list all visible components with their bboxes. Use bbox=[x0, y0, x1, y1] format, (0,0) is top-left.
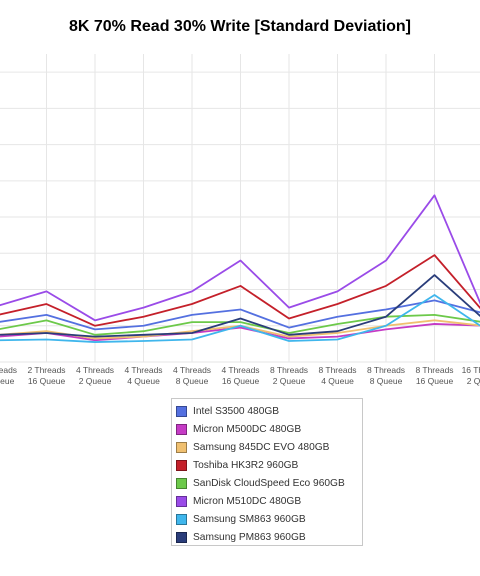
x-tick-label: 4 Threads bbox=[173, 365, 211, 375]
chart-legend: Intel S3500 480GB Micron M500DC 480GB Sams… bbox=[171, 398, 363, 546]
x-tick-label: 4 Queue bbox=[127, 376, 160, 386]
x-tick-label: 8 Threads bbox=[270, 365, 308, 375]
legend-label: Micron M510DC 480GB bbox=[193, 495, 302, 507]
legend-item[interactable]: Toshiba HK3R2 960GB bbox=[176, 456, 362, 474]
x-tick-label: 2 Queue bbox=[273, 376, 306, 386]
x-tick-label: 8 Queue bbox=[0, 376, 15, 386]
chart-title: 8K 70% Read 30% Write [Standard Deviatio… bbox=[68, 18, 412, 35]
x-tick-label: 2 Queue bbox=[79, 376, 112, 386]
legend-label: SanDisk CloudSpeed Eco 960GB bbox=[193, 477, 345, 489]
legend-label: Micron M500DC 480GB bbox=[193, 423, 302, 435]
series-line bbox=[0, 294, 480, 343]
legend-label: Toshiba HK3R2 960GB bbox=[193, 459, 299, 471]
x-tick-label: 8 Threads bbox=[415, 365, 453, 375]
x-tick-label: 16 Threads bbox=[462, 365, 480, 375]
series-line bbox=[0, 194, 480, 322]
legend-swatch bbox=[176, 423, 187, 435]
series-line bbox=[0, 274, 480, 338]
series-line bbox=[0, 254, 480, 327]
legend-item[interactable]: Micron M510DC 480GB bbox=[176, 492, 362, 510]
series-line bbox=[0, 323, 480, 342]
legend-item[interactable]: Samsung 845DC EVO 480GB bbox=[176, 438, 362, 456]
x-tick-label: 2 Threads bbox=[27, 365, 65, 375]
legend-swatch bbox=[176, 459, 187, 471]
legend-label: Intel S3500 480GB bbox=[193, 405, 280, 417]
series-line bbox=[0, 299, 480, 331]
x-tick-label: 16 Queue bbox=[28, 376, 66, 386]
legend-item[interactable]: Samsung PM863 960GB bbox=[176, 528, 362, 546]
legend-swatch bbox=[176, 405, 187, 417]
x-tick-label: 2 Threads bbox=[0, 365, 17, 375]
legend-item[interactable]: Intel S3500 480GB bbox=[176, 402, 362, 420]
legend-label: Samsung 845DC EVO 480GB bbox=[193, 441, 330, 453]
x-tick-label: 8 Threads bbox=[318, 365, 356, 375]
x-tick-label: 2 Queue bbox=[467, 376, 480, 386]
legend-swatch bbox=[176, 513, 187, 525]
x-tick-label: 8 Queue bbox=[176, 376, 209, 386]
legend-item[interactable]: SanDisk CloudSpeed Eco 960GB bbox=[176, 474, 362, 492]
x-tick-label: 4 Threads bbox=[221, 365, 259, 375]
legend-label: Samsung SM863 960GB bbox=[193, 513, 306, 525]
x-tick-label: 16 Queue bbox=[222, 376, 260, 386]
legend-swatch bbox=[176, 495, 187, 507]
legend-swatch bbox=[176, 441, 187, 453]
legend-item[interactable]: Samsung SM863 960GB bbox=[176, 510, 362, 528]
x-tick-label: 8 Queue bbox=[370, 376, 403, 386]
legend-label: Samsung PM863 960GB bbox=[193, 531, 306, 543]
legend-swatch bbox=[176, 477, 187, 489]
legend-swatch bbox=[176, 531, 187, 543]
x-tick-label: 16 Queue bbox=[416, 376, 454, 386]
x-tick-label: 4 Threads bbox=[124, 365, 162, 375]
legend-item[interactable]: Micron M500DC 480GB bbox=[176, 420, 362, 438]
x-tick-label: 8 Threads bbox=[367, 365, 405, 375]
x-tick-label: 4 Threads bbox=[76, 365, 114, 375]
x-tick-label: 4 Queue bbox=[321, 376, 354, 386]
